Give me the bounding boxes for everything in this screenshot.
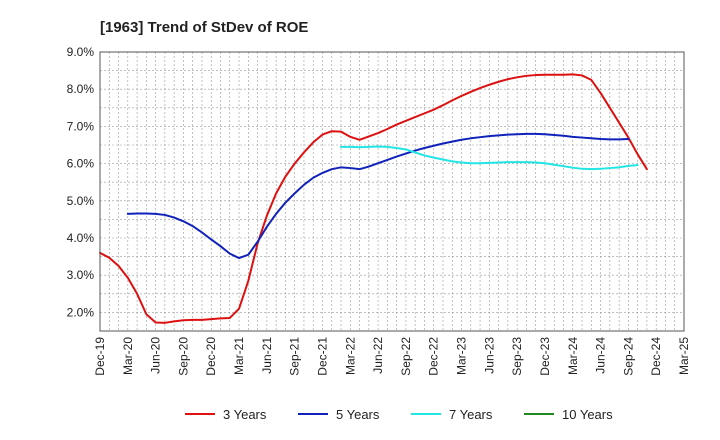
- x-tick-label: Sep-23: [510, 337, 524, 376]
- series-line: [99, 73, 648, 324]
- legend-label: 7 Years: [449, 407, 493, 422]
- x-tick-label: Dec-22: [427, 337, 441, 376]
- x-tick-label: Jun-21: [260, 337, 274, 374]
- x-tick-label: Sep-21: [288, 337, 302, 376]
- x-tick-label: Dec-19: [93, 337, 107, 376]
- y-tick-label: 3.0%: [67, 268, 95, 282]
- x-tick-label: Sep-22: [399, 337, 413, 376]
- x-tick-label: Sep-20: [176, 337, 190, 376]
- x-tick-label: Jun-24: [594, 337, 608, 374]
- y-tick-label: 4.0%: [67, 231, 95, 245]
- x-tick-label: Mar-21: [232, 337, 246, 375]
- x-tick-label: Mar-20: [121, 337, 135, 375]
- x-tick-label: Jun-23: [482, 337, 496, 374]
- legend-label: 10 Years: [562, 407, 613, 422]
- x-tick-label: Jun-20: [149, 337, 163, 374]
- plot-area: 2.0% 3.0% 4.0% 5.0% 6.0% 7.0% 8.0% 9.0% Dec-19 Ma…: [67, 45, 691, 376]
- y-tick-label: 6.0%: [67, 157, 95, 171]
- chart-title: [1963] Trend of StDev of ROE: [100, 19, 308, 36]
- y-tick-label: 8.0%: [67, 82, 95, 96]
- x-tick-label: Dec-23: [538, 337, 552, 376]
- x-tick-label: Mar-24: [566, 337, 580, 375]
- x-tick-label: Dec-24: [649, 337, 663, 376]
- series-line: [126, 132, 630, 260]
- x-tick-label: Dec-20: [204, 337, 218, 376]
- x-tick-label: Dec-21: [315, 337, 329, 376]
- plot-border: [99, 51, 685, 332]
- legend: 3 Years 5 Years 7 Years 10 Years: [185, 407, 613, 422]
- y-tick-label: 2.0%: [67, 305, 95, 319]
- legend-label: 3 Years: [223, 407, 267, 422]
- x-tick-label: Mar-22: [343, 337, 357, 375]
- x-tick-label: Sep-24: [621, 337, 635, 376]
- legend-label: 5 Years: [336, 407, 380, 422]
- y-tick-label: 7.0%: [67, 119, 95, 133]
- y-tick-label: 5.0%: [67, 194, 95, 208]
- x-tick-label: Mar-25: [677, 337, 691, 375]
- series-line: [340, 145, 639, 171]
- y-tick-label: 9.0%: [67, 45, 95, 59]
- x-tick-label: Jun-22: [371, 337, 385, 374]
- plot-background: [100, 52, 684, 331]
- x-tick-label: Mar-23: [455, 337, 469, 375]
